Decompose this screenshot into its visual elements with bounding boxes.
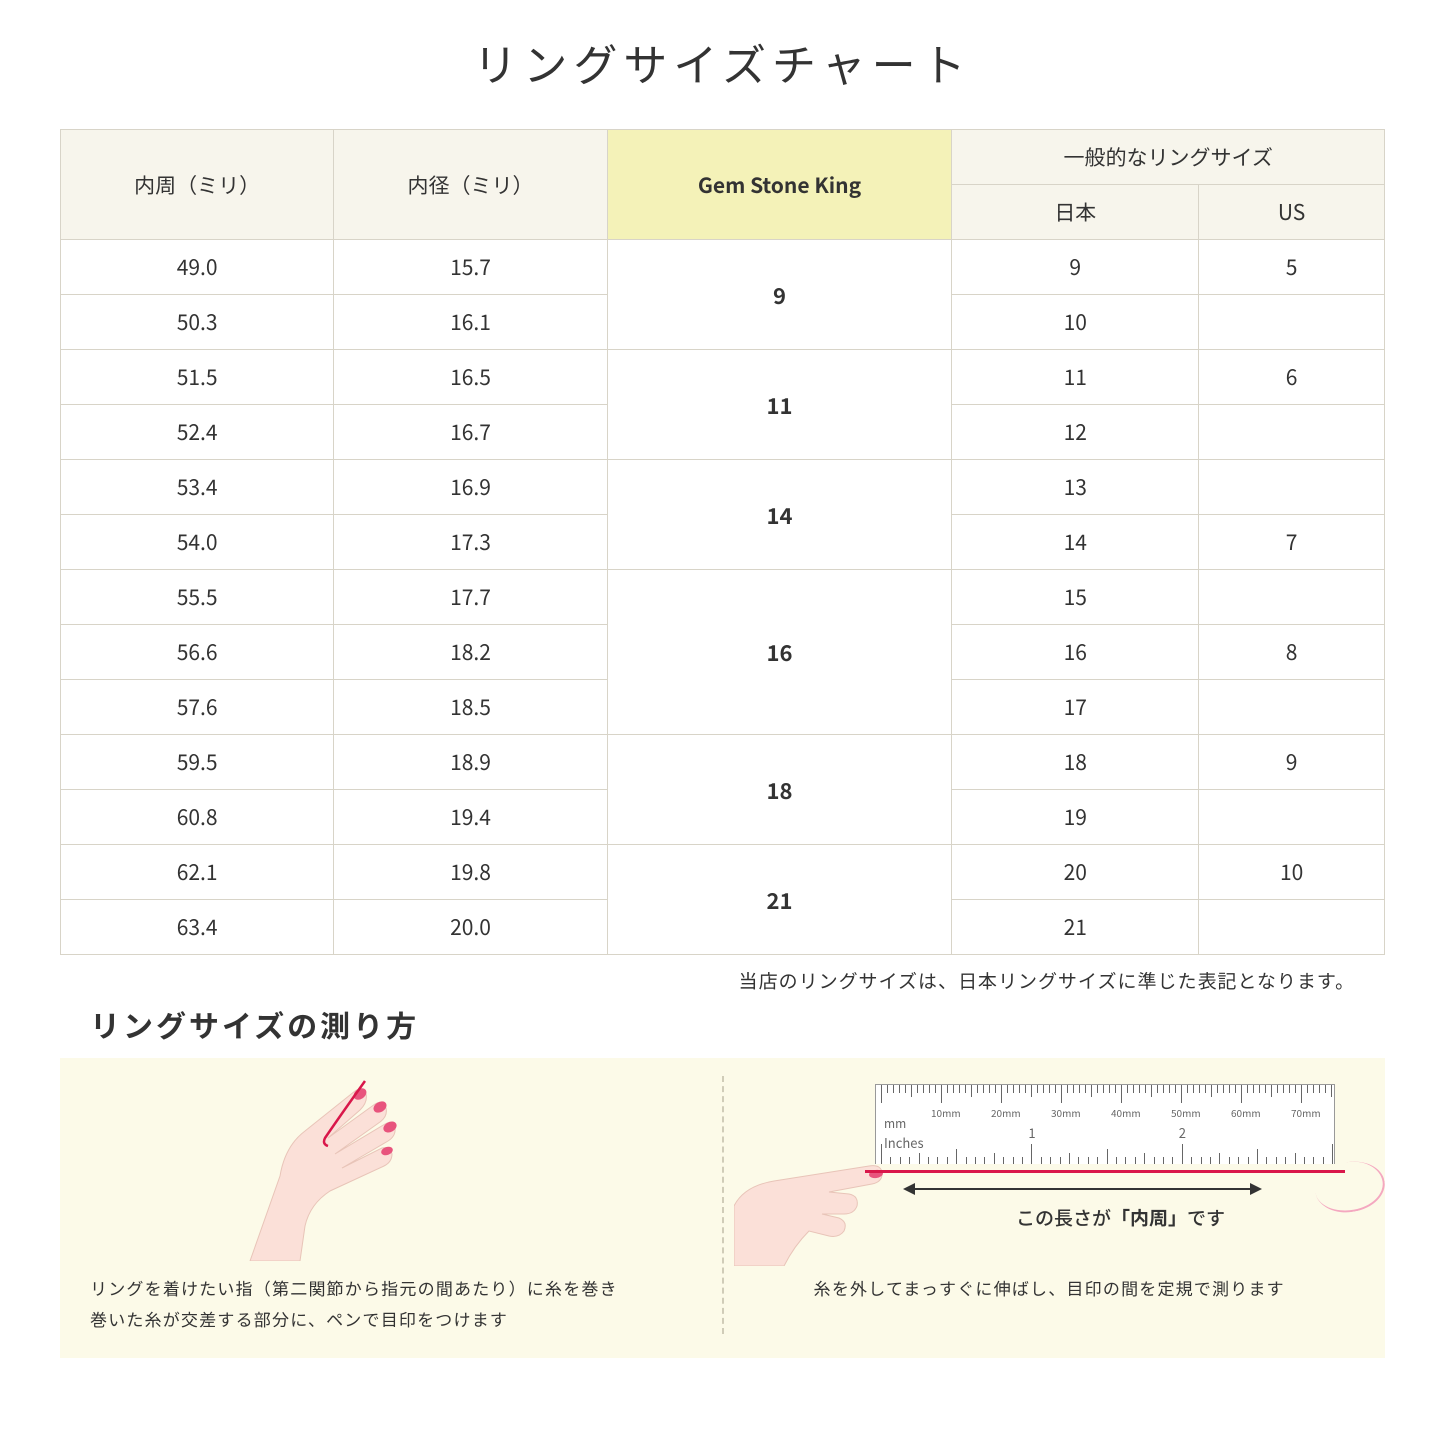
cell-us: 10: [1199, 845, 1385, 900]
cell-diameter: 16.5: [334, 350, 607, 405]
cell-circumference: 56.6: [61, 625, 334, 680]
table-row: 59.518.918189: [61, 735, 1385, 790]
cell-circumference: 60.8: [61, 790, 334, 845]
table-row: 51.516.511116: [61, 350, 1385, 405]
cell-diameter: 19.8: [334, 845, 607, 900]
measure-arrow: [905, 1188, 1260, 1190]
cell-diameter: 19.4: [334, 790, 607, 845]
cell-diameter: 18.5: [334, 680, 607, 735]
cell-diameter: 17.3: [334, 515, 607, 570]
cell-gsk: 11: [607, 350, 952, 460]
hand-wrap-icon: [210, 1076, 470, 1261]
cell-us: [1199, 680, 1385, 735]
note-text: 当店のリングサイズは、日本リングサイズに準じた表記となります。: [60, 967, 1355, 994]
cell-jp: 20: [952, 845, 1199, 900]
col-diameter: 内径（ミリ）: [334, 130, 607, 240]
col-us: US: [1199, 185, 1385, 240]
size-chart-table: 内周（ミリ） 内径（ミリ） Gem Stone King 一般的なリングサイズ …: [60, 129, 1385, 955]
cell-circumference: 54.0: [61, 515, 334, 570]
panel-divider: [722, 1076, 724, 1334]
cell-us: 7: [1199, 515, 1385, 570]
cell-jp: 11: [952, 350, 1199, 405]
cell-diameter: 16.7: [334, 405, 607, 460]
cell-us: 5: [1199, 240, 1385, 295]
cell-gsk: 21: [607, 845, 952, 955]
cell-circumference: 59.5: [61, 735, 334, 790]
table-row: 53.416.91413: [61, 460, 1385, 515]
cell-circumference: 57.6: [61, 680, 334, 735]
cell-gsk: 16: [607, 570, 952, 735]
cell-us: [1199, 900, 1385, 955]
cell-us: 9: [1199, 735, 1385, 790]
cell-diameter: 15.7: [334, 240, 607, 295]
cell-circumference: 49.0: [61, 240, 334, 295]
cell-jp: 9: [952, 240, 1199, 295]
cell-jp: 14: [952, 515, 1199, 570]
cell-us: [1199, 405, 1385, 460]
cell-circumference: 62.1: [61, 845, 334, 900]
col-general: 一般的なリングサイズ: [952, 130, 1385, 185]
step-2: 10mm20mm30mm40mm50mm60mm70mm mm Inches 1…: [744, 1076, 1356, 1334]
col-gsk: Gem Stone King: [607, 130, 952, 240]
cell-jp: 17: [952, 680, 1199, 735]
page-title: リングサイズチャート: [60, 30, 1385, 94]
cell-gsk: 14: [607, 460, 952, 570]
step-1: リングを着けたい指（第二関節から指元の間あたり）に糸を巻き巻いた糸が交差する部分…: [90, 1076, 702, 1334]
cell-circumference: 53.4: [61, 460, 334, 515]
step-1-caption: リングを着けたい指（第二関節から指元の間あたり）に糸を巻き巻いた糸が交差する部分…: [90, 1273, 702, 1334]
cell-diameter: 16.9: [334, 460, 607, 515]
cell-circumference: 63.4: [61, 900, 334, 955]
thread-curl: [1311, 1156, 1389, 1217]
cell-us: [1199, 295, 1385, 350]
cell-diameter: 18.9: [334, 735, 607, 790]
table-row: 62.119.8212010: [61, 845, 1385, 900]
cell-jp: 10: [952, 295, 1199, 350]
cell-gsk: 9: [607, 240, 952, 350]
cell-circumference: 51.5: [61, 350, 334, 405]
cell-jp: 19: [952, 790, 1199, 845]
col-jp: 日本: [952, 185, 1199, 240]
step-2-caption: 糸を外してまっすぐに伸ばし、目印の間を定規で測ります: [744, 1273, 1356, 1304]
cell-jp: 12: [952, 405, 1199, 460]
cell-us: 8: [1199, 625, 1385, 680]
table-row: 55.517.71615: [61, 570, 1385, 625]
ruler-mm-label: mm: [884, 1115, 906, 1132]
cell-jp: 15: [952, 570, 1199, 625]
cell-circumference: 50.3: [61, 295, 334, 350]
cell-diameter: 20.0: [334, 900, 607, 955]
howto-title: リングサイズの測り方: [90, 1002, 1385, 1046]
ruler-icon: 10mm20mm30mm40mm50mm60mm70mm mm Inches 1…: [875, 1084, 1335, 1164]
cell-diameter: 16.1: [334, 295, 607, 350]
col-circumference: 内周（ミリ）: [61, 130, 334, 240]
instructions-panel: リングを着けたい指（第二関節から指元の間あたり）に糸を巻き巻いた糸が交差する部分…: [60, 1058, 1385, 1358]
cell-us: [1199, 790, 1385, 845]
cell-us: [1199, 570, 1385, 625]
cell-jp: 18: [952, 735, 1199, 790]
cell-jp: 16: [952, 625, 1199, 680]
table-row: 49.015.7995: [61, 240, 1385, 295]
arrow-label: この長さが「内周」です: [1016, 1204, 1225, 1231]
cell-jp: 21: [952, 900, 1199, 955]
cell-circumference: 55.5: [61, 570, 334, 625]
hand-point-icon: [734, 1136, 934, 1266]
cell-us: [1199, 460, 1385, 515]
cell-circumference: 52.4: [61, 405, 334, 460]
cell-us: 6: [1199, 350, 1385, 405]
cell-diameter: 17.7: [334, 570, 607, 625]
thread-line: [865, 1170, 1345, 1173]
cell-diameter: 18.2: [334, 625, 607, 680]
cell-gsk: 18: [607, 735, 952, 845]
cell-jp: 13: [952, 460, 1199, 515]
